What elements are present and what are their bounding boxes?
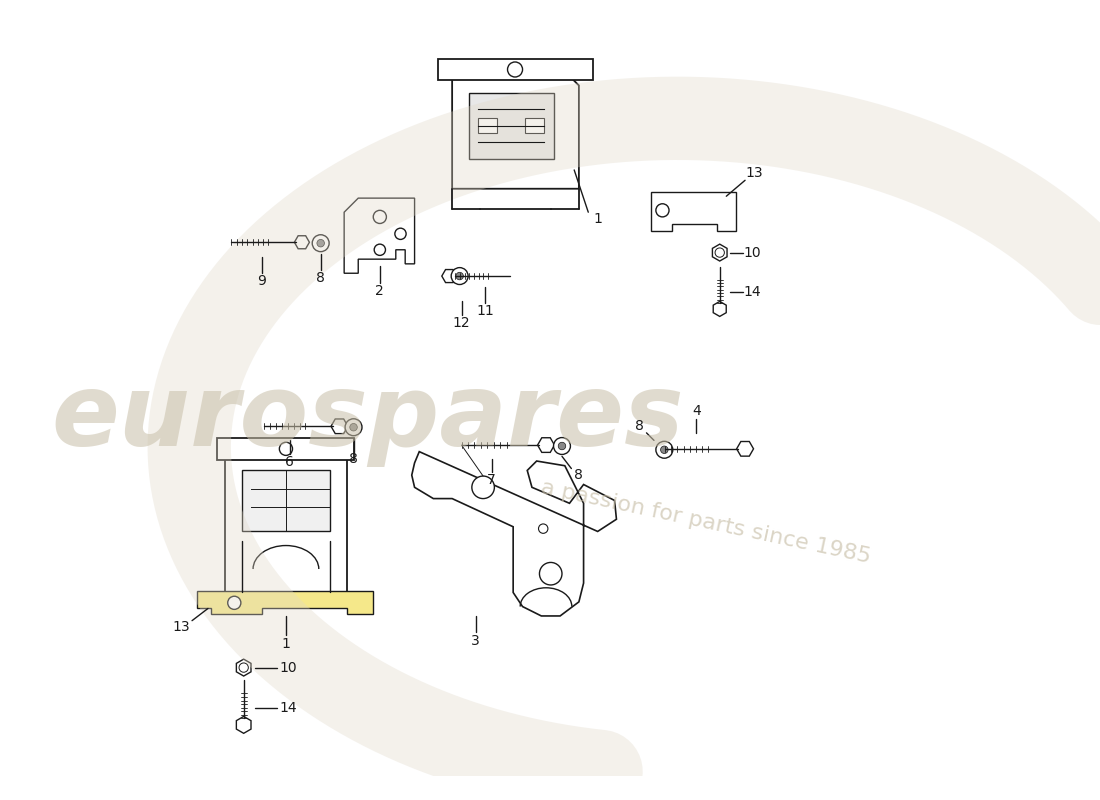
Text: 14: 14 bbox=[279, 701, 297, 715]
Text: 1: 1 bbox=[593, 212, 602, 226]
Text: 13: 13 bbox=[746, 166, 763, 180]
Polygon shape bbox=[344, 198, 415, 274]
Circle shape bbox=[312, 234, 329, 252]
Text: 8: 8 bbox=[574, 468, 583, 482]
Circle shape bbox=[656, 442, 673, 458]
Polygon shape bbox=[713, 302, 726, 317]
Bar bbox=[469, 93, 553, 158]
Text: 6: 6 bbox=[285, 455, 294, 469]
Bar bbox=[478, 118, 497, 134]
Text: 1: 1 bbox=[282, 637, 290, 651]
Text: 7: 7 bbox=[487, 473, 496, 487]
Polygon shape bbox=[538, 438, 554, 452]
Text: 11: 11 bbox=[476, 304, 494, 318]
Polygon shape bbox=[651, 191, 736, 231]
Polygon shape bbox=[713, 244, 727, 261]
Circle shape bbox=[661, 446, 668, 454]
Bar bbox=[438, 59, 593, 80]
Circle shape bbox=[239, 663, 249, 672]
Bar bbox=[526, 118, 544, 134]
Polygon shape bbox=[411, 452, 616, 616]
Polygon shape bbox=[331, 419, 348, 434]
Circle shape bbox=[558, 442, 565, 450]
Polygon shape bbox=[236, 659, 251, 676]
Circle shape bbox=[350, 423, 358, 431]
Text: eurospares: eurospares bbox=[52, 370, 684, 467]
Text: a passion for parts since 1985: a passion for parts since 1985 bbox=[539, 478, 872, 567]
Polygon shape bbox=[442, 270, 456, 282]
Circle shape bbox=[279, 442, 293, 455]
Polygon shape bbox=[236, 717, 251, 734]
Circle shape bbox=[472, 476, 494, 498]
Polygon shape bbox=[295, 236, 309, 249]
Circle shape bbox=[228, 596, 241, 610]
Text: 8: 8 bbox=[349, 452, 358, 466]
Text: 8: 8 bbox=[316, 271, 326, 285]
Circle shape bbox=[715, 248, 725, 258]
Text: 8: 8 bbox=[636, 419, 645, 434]
Text: 12: 12 bbox=[453, 316, 471, 330]
Bar bbox=[242, 470, 330, 531]
Bar bbox=[224, 456, 346, 593]
Polygon shape bbox=[737, 442, 754, 456]
Circle shape bbox=[345, 418, 362, 436]
Text: 10: 10 bbox=[744, 246, 761, 259]
Circle shape bbox=[553, 438, 571, 454]
Circle shape bbox=[539, 562, 562, 585]
Text: 4: 4 bbox=[692, 404, 701, 418]
Circle shape bbox=[455, 272, 463, 280]
Polygon shape bbox=[452, 76, 579, 189]
Text: 3: 3 bbox=[471, 634, 480, 648]
Bar bbox=[218, 438, 354, 460]
Text: 2: 2 bbox=[375, 284, 384, 298]
Circle shape bbox=[395, 228, 406, 239]
Text: 14: 14 bbox=[744, 285, 761, 299]
Circle shape bbox=[317, 239, 324, 247]
Text: 9: 9 bbox=[257, 274, 266, 288]
Circle shape bbox=[507, 62, 522, 77]
Circle shape bbox=[374, 244, 385, 255]
Circle shape bbox=[373, 210, 386, 223]
Circle shape bbox=[656, 204, 669, 217]
Polygon shape bbox=[197, 590, 373, 614]
Text: 10: 10 bbox=[279, 661, 297, 674]
Circle shape bbox=[451, 268, 469, 285]
Text: 13: 13 bbox=[172, 620, 189, 634]
Circle shape bbox=[539, 524, 548, 534]
